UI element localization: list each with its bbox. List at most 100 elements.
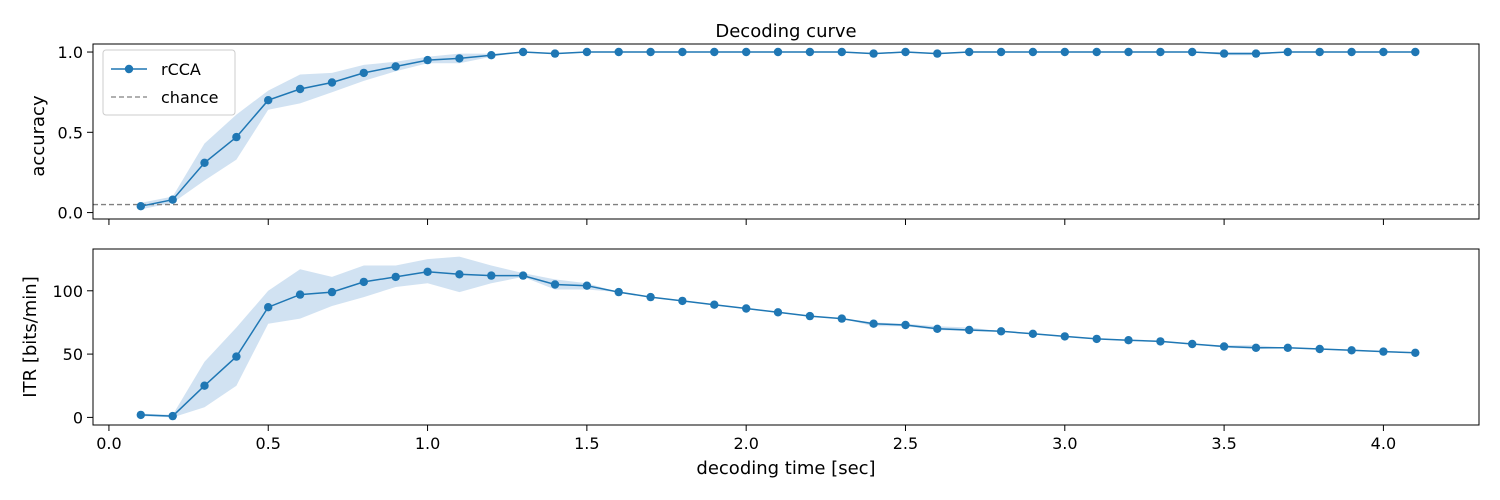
accuracy-band-area [140,52,1416,210]
itr-data-point [646,292,655,302]
itr-data-point [487,271,496,280]
itr-data-point [805,311,815,321]
itr-axes-frame [92,248,1480,426]
itr-data-point [1060,332,1070,341]
accuracy-data-point [518,47,528,57]
x-tick-label: 1.5 [574,434,599,453]
itr-data-point [1315,344,1324,354]
itr-data-point [773,308,783,317]
itr-data-point [582,281,592,290]
itr-y-tick-label: 100 [52,282,83,301]
accuracy-data-point [837,47,846,57]
accuracy-series [136,47,1420,211]
accuracy-y-tick-label: 1.0 [58,43,83,62]
accuracy-data-point [1092,47,1101,57]
accuracy-data-point [232,132,241,142]
itr-data-point [518,271,528,280]
x-tick-label: 0.5 [256,434,281,453]
itr-data-point [710,300,719,309]
accuracy-data-point [710,47,719,57]
itr-x-ticks: 0.0 0.5 1.0 1.5 2.0 2.5 3.0 3.5 4.0 [96,425,1396,453]
itr-data-point [232,352,241,361]
accuracy-y-ticks: 0.0 0.5 1.0 [58,43,93,223]
accuracy-data-point [200,158,209,167]
itr-data-point [359,277,368,287]
accuracy-data-point [1060,47,1070,57]
accuracy-data-point [996,47,1006,57]
legend-chance-label: chance [161,88,219,107]
accuracy-data-point [1379,47,1388,57]
accuracy-data-point [805,47,815,57]
itr-panel: 0.0 0.5 1.0 1.5 2.0 2.5 3.0 3.5 4.0 0 50 100 ITR [… [20,248,1480,479]
legend-box [102,49,236,116]
x-tick-label: 3.5 [1211,434,1236,453]
accuracy-data-point [136,202,145,211]
itr-data-point [1124,336,1133,345]
accuracy-data-point [1347,47,1356,57]
accuracy-panel: 0.0 0.5 1.0 accuracy rCCA chance [28,43,1480,225]
accuracy-data-point [742,47,751,57]
itr-band-area [140,256,1416,418]
itr-data-point [996,327,1006,336]
accuracy-confidence-band [140,52,1416,210]
x-tick-label: 4.0 [1371,434,1396,453]
itr-data-point [1283,343,1293,352]
x-tick-label: 1.0 [415,434,440,453]
x-tick-label: 2.0 [733,434,758,453]
accuracy-data-point [359,68,368,78]
accuracy-data-point [1315,47,1324,57]
accuracy-data-point [550,49,560,58]
legend-rcca-label: rCCA [161,60,201,79]
accuracy-y-axis-label: accuracy [28,95,49,177]
itr-data-point [1092,334,1101,344]
x-tick-label: 2.5 [893,434,918,453]
itr-data-point [455,270,464,279]
itr-series [136,267,1420,421]
itr-data-point [901,320,910,330]
accuracy-data-point [264,96,273,105]
accuracy-y-tick-label: 0.5 [58,123,83,142]
itr-data-point [327,287,337,297]
accuracy-data-point [773,47,783,57]
itr-data-point [1251,343,1261,352]
accuracy-data-point [455,54,464,63]
itr-data-point [1156,337,1165,346]
accuracy-data-point [1283,47,1293,57]
x-tick-label: 3.0 [1052,434,1077,453]
accuracy-data-point [327,78,337,87]
accuracy-data-point [1156,47,1165,57]
itr-data-point [1028,329,1038,338]
accuracy-data-point [1188,47,1197,57]
accuracy-data-point [423,55,432,65]
accuracy-data-point [678,47,687,57]
itr-data-point [423,267,432,276]
itr-data-point [1411,348,1420,357]
itr-data-point [1188,339,1197,349]
itr-data-point [136,410,145,420]
accuracy-data-point [1028,47,1038,57]
accuracy-data-point [933,49,942,58]
itr-data-point [1347,346,1356,355]
accuracy-data-point [391,62,400,71]
accuracy-data-point [614,47,623,57]
itr-data-point [550,280,560,289]
itr-y-tick-label: 0 [73,408,83,427]
itr-data-point [742,304,751,313]
accuracy-data-point [869,49,878,58]
accuracy-data-point [168,195,177,204]
accuracy-axes-frame [92,43,1480,220]
legend-rcca-marker [124,64,134,74]
accuracy-data-point [487,51,496,60]
legend: rCCA chance [102,49,236,116]
itr-data-point [1379,347,1388,356]
accuracy-data-point [582,47,592,57]
itr-data-point [837,314,846,323]
itr-data-point [1219,342,1229,351]
x-tick-label: 0.0 [96,434,121,453]
accuracy-data-point [965,47,974,57]
itr-y-ticks: 0 50 100 [52,282,93,427]
itr-confidence-band [140,256,1416,418]
accuracy-data-point [1411,47,1420,57]
accuracy-data-point [1219,49,1229,58]
